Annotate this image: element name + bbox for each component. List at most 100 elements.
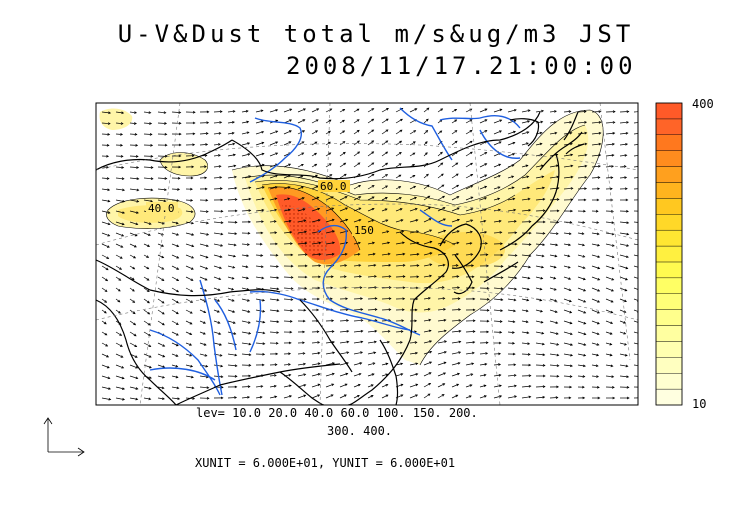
wind-arrowhead xyxy=(219,121,223,124)
wind-arrowhead xyxy=(414,308,418,312)
wind-arrow xyxy=(521,198,530,201)
colorbar-swatch xyxy=(655,166,683,183)
wind-arrow xyxy=(241,298,250,302)
wind-arrowhead xyxy=(233,243,237,247)
wind-arrow xyxy=(241,320,251,324)
wind-arrowhead xyxy=(415,394,419,397)
wind-arrowhead xyxy=(357,383,361,387)
wind-arrow xyxy=(367,151,374,157)
wind-arrow xyxy=(325,219,335,223)
wind-arrowhead xyxy=(398,186,402,189)
wind-arrow xyxy=(353,162,361,168)
wind-arrowhead xyxy=(623,321,627,324)
wind-arrowhead xyxy=(641,386,643,388)
wind-arrowhead xyxy=(554,299,558,302)
wind-arrow xyxy=(227,143,235,146)
wind-arrowhead xyxy=(443,340,448,343)
wind-arrowhead xyxy=(276,287,280,291)
wind-arrowhead xyxy=(360,351,364,354)
wind-arrowhead xyxy=(584,164,588,168)
wind-arrow xyxy=(437,151,443,157)
wind-arrow xyxy=(255,110,263,113)
wind-arrowhead xyxy=(385,151,389,155)
wind-arrowhead xyxy=(469,130,473,133)
wind-arrow xyxy=(171,309,179,315)
wind-arrow xyxy=(395,341,403,344)
wind-arrowhead xyxy=(161,397,165,401)
wind-arrowhead xyxy=(303,219,307,222)
wind-arrowhead xyxy=(626,209,629,213)
wind-arrowhead xyxy=(274,208,278,212)
wind-arrowhead xyxy=(596,375,600,378)
wind-arrow xyxy=(367,208,375,212)
wind-arrow xyxy=(563,111,571,113)
wind-arrowhead xyxy=(177,176,181,180)
wind-arrow xyxy=(409,208,418,212)
wind-arrow xyxy=(157,375,165,379)
wind-arrowhead xyxy=(316,297,320,301)
wind-arrow xyxy=(157,122,167,124)
wind-arrow xyxy=(591,254,600,258)
wind-arrowhead xyxy=(147,322,151,326)
wind-arrowhead xyxy=(288,163,292,167)
wind-arrowhead xyxy=(500,287,504,291)
wind-arrowhead xyxy=(118,278,122,281)
wind-arrowhead xyxy=(596,232,600,236)
wind-arrowhead xyxy=(205,132,209,135)
wind-arrowhead xyxy=(456,383,460,387)
wind-arrowhead xyxy=(442,297,446,300)
wind-arrow xyxy=(311,373,321,377)
wind-arrowhead xyxy=(556,353,560,357)
wind-arrowhead xyxy=(527,342,531,346)
wind-arrowhead xyxy=(525,142,529,145)
wind-arrow xyxy=(423,141,428,146)
wind-arrowhead xyxy=(248,353,252,357)
wind-arrow xyxy=(185,265,194,270)
wind-arrow xyxy=(437,162,443,168)
wind-arrow xyxy=(227,309,235,313)
wind-arrow xyxy=(199,331,206,335)
wind-arrow xyxy=(409,352,418,355)
wind-arrowhead xyxy=(371,140,375,143)
wind-arrow xyxy=(311,265,321,267)
wind-arrowhead xyxy=(204,154,208,157)
wind-arrowhead xyxy=(470,373,474,376)
wind-arrow xyxy=(101,397,111,400)
wind-arrowhead xyxy=(274,197,278,201)
wind-arrowhead xyxy=(385,185,389,188)
wind-arrow xyxy=(619,177,627,179)
wind-arrow xyxy=(577,165,587,168)
wind-arrow xyxy=(437,207,446,212)
wind-arrowhead xyxy=(457,286,461,289)
wind-arrow xyxy=(395,219,404,223)
wind-arrowhead xyxy=(370,384,374,387)
wind-arrowhead xyxy=(553,265,557,269)
wind-arrow xyxy=(115,331,122,336)
wind-arrow xyxy=(479,395,487,399)
wind-arrow xyxy=(395,230,404,234)
wind-arrowhead xyxy=(625,277,628,281)
wind-arrow xyxy=(591,287,600,292)
wind-arrowhead xyxy=(149,133,153,136)
wind-arrow xyxy=(633,221,638,223)
wind-arrow xyxy=(367,384,374,388)
wind-arrow xyxy=(241,187,251,190)
wind-arrowhead xyxy=(443,350,447,354)
wind-arrow xyxy=(143,188,153,191)
wind-arrowhead xyxy=(290,242,293,245)
wind-arrowhead xyxy=(425,152,428,155)
wind-arrow xyxy=(297,197,305,201)
wind-arrow xyxy=(577,364,586,367)
wind-arrowhead xyxy=(203,343,207,346)
colorbar-swatch xyxy=(655,245,683,263)
wind-arrowhead xyxy=(290,298,294,301)
wind-arrowhead xyxy=(346,340,350,344)
wind-arrow xyxy=(535,265,544,268)
wind-arrowhead xyxy=(191,386,195,390)
wind-arrow xyxy=(283,209,291,212)
wind-arrowhead xyxy=(303,108,306,111)
wind-arrow xyxy=(605,221,614,224)
wind-arrow xyxy=(409,394,418,399)
wind-arrow xyxy=(171,331,179,336)
wind-arrowhead xyxy=(260,254,264,257)
